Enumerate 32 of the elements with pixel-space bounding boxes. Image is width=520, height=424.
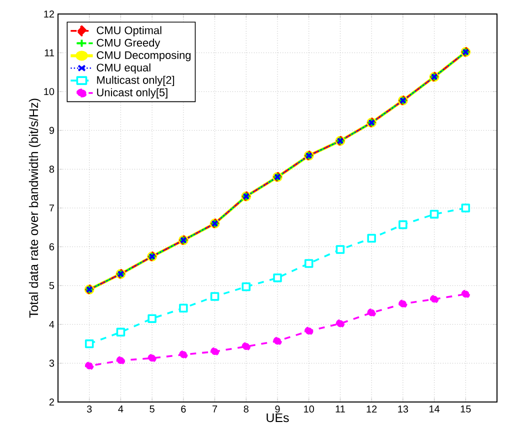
y-tick-label: 3 — [49, 360, 54, 367]
x-tick-label: 14 — [430, 406, 440, 412]
x-tick-label: 4 — [118, 406, 124, 412]
y-axis-title: Total data rate over bandwidth (bit/s/Hz) — [28, 98, 41, 318]
y-tick-label: 7 — [49, 204, 54, 212]
x-tick-label: 15 — [460, 406, 471, 412]
x-tick-label: 8 — [244, 406, 248, 413]
x-tick-label: 13 — [398, 406, 408, 413]
y-tick-label: 12 — [44, 10, 54, 18]
y-tick-label: 9 — [49, 126, 54, 134]
y-tick-label: 10 — [44, 88, 54, 96]
legend-label: CMU Decomposing — [96, 50, 191, 62]
x-tick-label: 11 — [336, 406, 345, 412]
legend-label: Multicast only[2] — [97, 76, 174, 86]
x-tick-label: 7 — [212, 406, 218, 412]
x-tick-label: 5 — [150, 406, 154, 412]
x-tick-label: 9 — [275, 406, 280, 413]
legend-label: CMU equal — [96, 63, 150, 74]
y-tick-label: 2 — [49, 398, 54, 406]
legend-label: Unicast only[5] — [97, 88, 168, 98]
legend-label: CMU Greedy — [96, 38, 160, 49]
y-tick-label: 6 — [49, 243, 54, 250]
y-tick-label: 11 — [44, 49, 54, 56]
x-tick-label: 3 — [86, 406, 92, 413]
x-axis-title: UEs — [266, 413, 289, 422]
y-tick-label: 5 — [49, 282, 54, 290]
legend-label: CMU Optimal — [96, 26, 162, 36]
y-tick-label: 8 — [49, 166, 54, 173]
x-tick-label: 6 — [181, 406, 186, 413]
y-tick-label: 4 — [49, 320, 54, 328]
x-tick-label: 10 — [304, 406, 314, 413]
x-tick-label: 12 — [366, 406, 377, 412]
